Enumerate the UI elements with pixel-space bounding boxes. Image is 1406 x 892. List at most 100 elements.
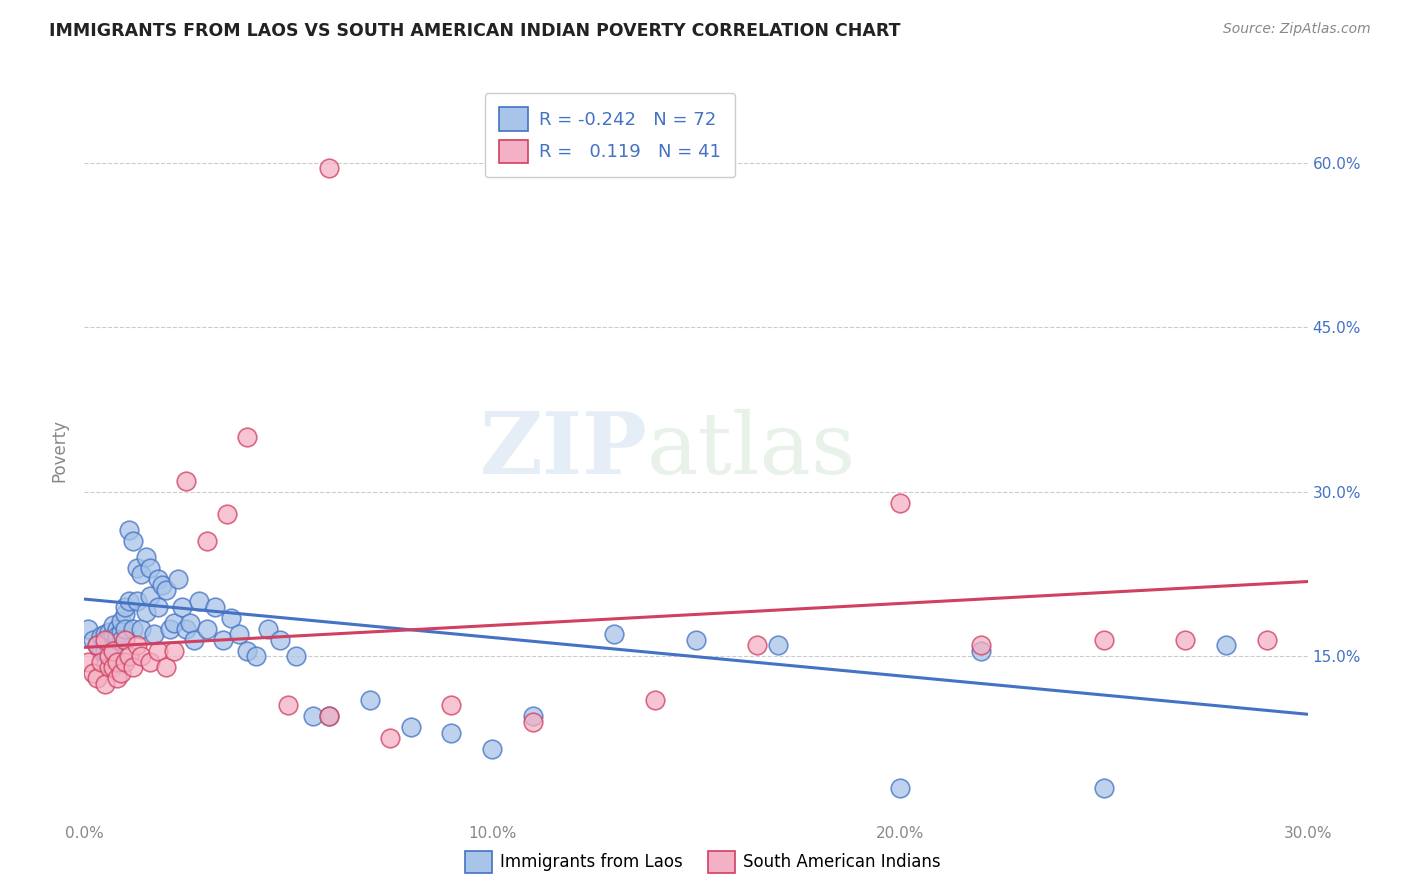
Point [440, 698, 463, 713]
Point [101, 629, 124, 643]
Point [131, 622, 153, 636]
Point [110, 632, 132, 647]
Point [212, 632, 235, 647]
Point [135, 605, 157, 619]
Point [101, 618, 124, 632]
Point [195, 533, 218, 548]
Point [481, 742, 503, 756]
Point [644, 693, 666, 707]
Point [114, 599, 136, 614]
Text: IMMIGRANTS FROM LAOS VS SOUTH AMERICAN INDIAN POVERTY CORRELATION CHART: IMMIGRANTS FROM LAOS VS SOUTH AMERICAN I… [49, 22, 901, 40]
Point [603, 627, 626, 641]
Point [86, 671, 108, 685]
Point [97, 625, 120, 640]
Point [174, 622, 197, 636]
Point [183, 632, 205, 647]
Point [90, 643, 112, 657]
Point [187, 594, 209, 608]
Point [122, 660, 145, 674]
Point [399, 720, 422, 734]
Point [110, 665, 132, 680]
Point [766, 638, 789, 652]
Point [135, 550, 157, 565]
Point [970, 638, 993, 652]
Point [146, 572, 169, 586]
Point [359, 693, 381, 707]
Point [159, 622, 181, 636]
Point [685, 632, 707, 647]
Point [93, 627, 115, 641]
Point [114, 607, 136, 622]
Point [155, 660, 177, 674]
Point [105, 632, 128, 647]
Point [93, 643, 115, 657]
Point [269, 632, 291, 647]
Point [440, 726, 463, 740]
Point [127, 594, 149, 608]
Point [146, 599, 169, 614]
Point [236, 643, 259, 657]
Point [179, 616, 201, 631]
Point [93, 632, 115, 647]
Point [127, 561, 149, 575]
Point [318, 709, 340, 723]
Point [146, 643, 169, 657]
Point [522, 714, 544, 729]
Point [138, 655, 160, 669]
Point [93, 636, 115, 650]
Point [1092, 780, 1115, 795]
Point [110, 614, 132, 628]
Point [114, 622, 136, 636]
Point [285, 649, 308, 664]
Text: Source: ZipAtlas.com: Source: ZipAtlas.com [1223, 22, 1371, 37]
Legend: Immigrants from Laos, South American Indians: Immigrants from Laos, South American Ind… [458, 845, 948, 880]
Point [86, 638, 108, 652]
Point [97, 640, 120, 655]
Legend: R = -0.242   N = 72, R =   0.119   N = 41: R = -0.242 N = 72, R = 0.119 N = 41 [485, 93, 735, 178]
Point [131, 566, 153, 581]
Point [155, 583, 177, 598]
Point [380, 731, 402, 746]
Point [163, 616, 186, 631]
Point [257, 622, 280, 636]
Text: atlas: atlas [647, 409, 856, 492]
Point [131, 649, 153, 664]
Point [97, 649, 120, 664]
Text: ZIP: ZIP [479, 409, 647, 492]
Point [122, 622, 145, 636]
Point [301, 709, 323, 723]
Point [747, 638, 769, 652]
Point [77, 622, 100, 636]
Point [1174, 632, 1197, 647]
Point [174, 474, 197, 488]
Point [236, 430, 259, 444]
Point [101, 643, 124, 657]
Point [1092, 632, 1115, 647]
Point [127, 638, 149, 652]
Point [122, 533, 145, 548]
Point [167, 572, 190, 586]
Point [1256, 632, 1278, 647]
Point [110, 625, 132, 640]
Point [97, 660, 120, 674]
Point [138, 589, 160, 603]
Point [277, 698, 299, 713]
Point [118, 649, 141, 664]
Point [105, 655, 128, 669]
Point [105, 671, 128, 685]
Point [195, 622, 218, 636]
Point [318, 709, 340, 723]
Point [90, 655, 112, 669]
Point [204, 599, 226, 614]
Point [970, 643, 993, 657]
Point [82, 665, 104, 680]
Point [522, 709, 544, 723]
Point [93, 676, 115, 690]
Point [101, 638, 124, 652]
Point [97, 632, 120, 647]
Point [150, 578, 173, 592]
Point [77, 655, 100, 669]
Point [217, 507, 239, 521]
Point [105, 622, 128, 636]
Point [105, 629, 128, 643]
